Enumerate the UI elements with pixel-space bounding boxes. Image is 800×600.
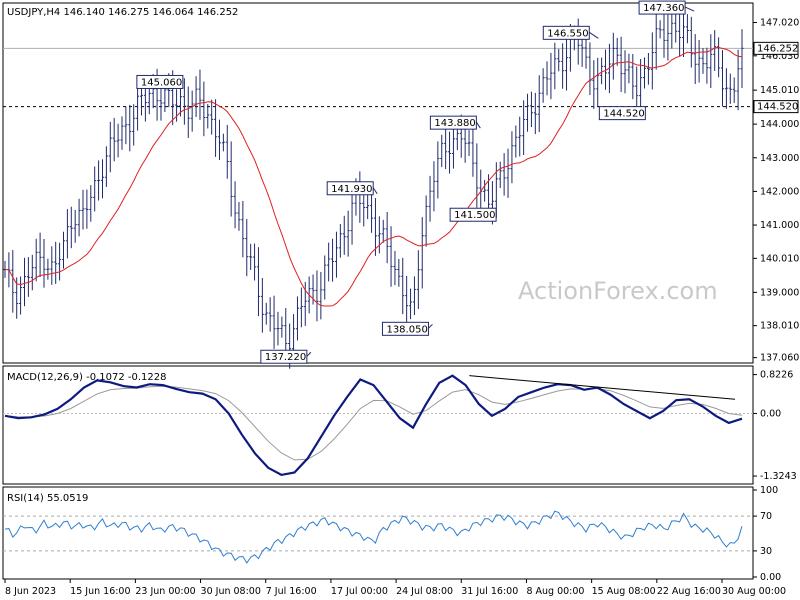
- annotation-label: 141.930: [331, 184, 372, 195]
- macd-line: [4, 374, 743, 477]
- annotation-leader: [589, 31, 599, 39]
- annotation-box: [381, 321, 429, 336]
- rsi-tick-label: 30: [760, 546, 772, 557]
- annotation-box: [638, 0, 686, 15]
- price-header: USDJPY,H4 146.140 146.275 146.064 146.25…: [7, 7, 238, 18]
- price-tick-label: 137.060: [760, 353, 799, 364]
- annotation-box: [542, 25, 590, 40]
- price-tick-label: 142.000: [760, 186, 799, 197]
- moving-average-line: [4, 46, 743, 307]
- time-tick-label: 30 Aug 00:00: [722, 586, 786, 597]
- annotation-box: [598, 106, 646, 121]
- price-panel-frame: [2, 2, 754, 364]
- time-tick-label: 15 Jun 16:00: [70, 586, 130, 597]
- rsi-panel-frame: [2, 486, 754, 580]
- price-tag-box: [753, 100, 799, 114]
- macd-tick-label: 0.00: [760, 408, 781, 419]
- time-tick-label: 8 Aug 00:00: [526, 586, 584, 597]
- annotation-box: [326, 181, 374, 196]
- rsi-header: RSI(14) 55.0519: [7, 493, 88, 504]
- time-tick-label: 24 Jul 08:00: [396, 586, 453, 597]
- macd-group: 0.8226 0.00 -1.3243: [3, 370, 797, 482]
- annotation-box: [429, 115, 477, 130]
- price-tick-label: 139.000: [760, 287, 799, 298]
- price-tick-label: 145.010: [760, 85, 799, 96]
- watermark-text: ActionForex.com: [518, 277, 718, 305]
- price-tick-label: 146.030: [760, 51, 799, 62]
- price-tag-label: 146.252: [757, 43, 798, 54]
- macd-header: MACD(12,26,9) -0.1072 -0.1228: [7, 372, 167, 383]
- annotation-label: 144.520: [603, 109, 644, 120]
- price-tags-group: 146.252 144.520: [753, 41, 799, 114]
- annotation-leader: [684, 6, 695, 12]
- annotation-box: [136, 74, 184, 89]
- price-tick-label: 143.000: [760, 153, 799, 164]
- annotation-label: 143.880: [434, 118, 475, 129]
- time-tick-label: 8 Jun 2023: [5, 586, 56, 597]
- macd-trendline: [469, 375, 736, 400]
- time-tick-label: 15 Aug 08:00: [592, 586, 656, 597]
- price-tick-label: 138.010: [760, 321, 799, 332]
- time-tick-label: 30 Jun 08:00: [201, 586, 261, 597]
- annotation-leader: [475, 121, 481, 129]
- time-tick-label: 22 Aug 16:00: [657, 586, 721, 597]
- price-tick-label: 140.010: [760, 253, 799, 264]
- price-axis: 147.020 146.030 145.010 144.000 143.000 142.0…: [753, 18, 799, 364]
- rsi-tick-label: 0.00: [760, 572, 781, 583]
- time-axis: 8 Jun 2023 15 Jun 16:00 23 Jun 00:00 30 Jun…: [4, 579, 786, 597]
- annotation-label: 137.220: [265, 352, 306, 363]
- time-tick-label: 7 Jul 16:00: [266, 586, 317, 597]
- annotation-label: 146.550: [547, 28, 588, 39]
- price-tick-label: 147.020: [760, 18, 799, 29]
- time-tick-label: 23 Jun 00:00: [135, 586, 195, 597]
- rsi-line: [4, 510, 743, 564]
- rsi-group: 100 70 30 0.00: [3, 485, 781, 583]
- rsi-tick-label: 100: [760, 485, 778, 496]
- annotation-label: 145.060: [141, 77, 182, 88]
- price-tag-label: 144.520: [757, 102, 798, 113]
- rsi-tick-label: 70: [760, 511, 772, 522]
- macd-tick-label: 0.8226: [760, 370, 793, 381]
- price-tag-box: [753, 41, 799, 55]
- annotation-label: 147.360: [643, 3, 684, 14]
- macd-signal-line: [4, 385, 743, 461]
- annotation-leader: [306, 351, 312, 357]
- candles-group: [3, 7, 744, 369]
- price-tick-label: 144.000: [760, 119, 799, 130]
- macd-tick-label: -1.3243: [760, 471, 797, 482]
- time-tick-label: 31 Jul 16:00: [461, 586, 518, 597]
- annotation-label: 141.500: [454, 210, 495, 221]
- price-tick-label: 141.000: [760, 220, 799, 231]
- annotation-box: [449, 207, 497, 222]
- moving-average-group: [4, 46, 743, 307]
- annotation-leader: [372, 187, 378, 195]
- time-tick-label: 17 Jul 00:00: [331, 586, 388, 597]
- annotations-group: 145.060 137.220 141.930 138.050 143.880 141.5…: [136, 0, 695, 364]
- annotation-leader: [428, 323, 433, 329]
- annotation-label: 138.050: [386, 324, 427, 335]
- annotation-box: [260, 349, 308, 364]
